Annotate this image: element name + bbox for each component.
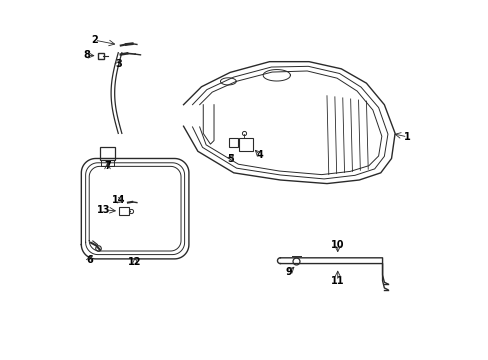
Text: 12: 12: [128, 257, 142, 267]
Text: 14: 14: [112, 195, 125, 206]
Text: 3: 3: [115, 59, 122, 69]
Bar: [119, 207, 129, 215]
Bar: [239, 138, 252, 151]
Bar: [101, 159, 106, 166]
Bar: [100, 147, 115, 159]
Bar: [228, 138, 238, 147]
Text: 13: 13: [97, 205, 110, 215]
Text: 8: 8: [83, 50, 90, 60]
Text: 4: 4: [256, 150, 263, 160]
Text: 6: 6: [86, 255, 93, 265]
Text: 5: 5: [226, 154, 233, 164]
Text: 7: 7: [104, 161, 111, 171]
Text: 9: 9: [285, 267, 292, 277]
Text: 1: 1: [404, 132, 410, 142]
Text: 11: 11: [330, 276, 344, 286]
Bar: [108, 159, 114, 166]
Text: 2: 2: [91, 35, 98, 45]
Text: 10: 10: [330, 239, 344, 249]
